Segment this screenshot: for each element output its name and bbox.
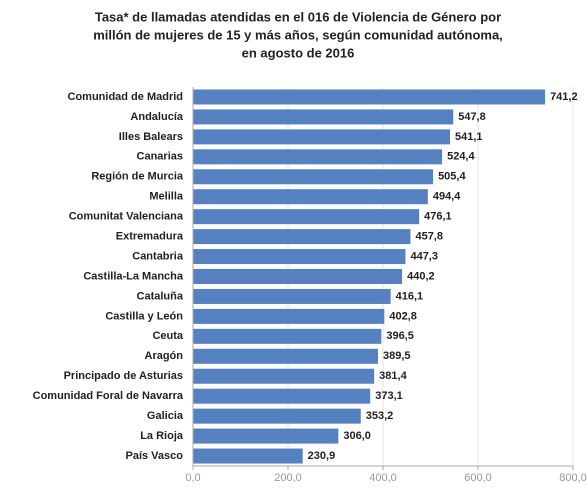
y-tick-label: Región de Murcia: [91, 171, 184, 183]
bar: [193, 129, 451, 145]
bar: [193, 149, 443, 165]
bar: [193, 229, 411, 245]
bar: [193, 209, 420, 225]
y-tick-label: Ceuta: [152, 330, 183, 342]
bar: [193, 328, 382, 344]
y-tick-label: Cantabria: [132, 250, 184, 262]
y-tick-label: País Vasco: [126, 450, 184, 462]
bar: [193, 109, 454, 125]
value-label: 524,4: [447, 151, 475, 163]
y-tick-label: Cataluña: [137, 290, 184, 302]
value-label: 230,9: [308, 450, 336, 462]
value-label: 505,4: [438, 171, 466, 183]
value-label: 306,0: [343, 430, 371, 442]
bar: [193, 169, 434, 185]
value-label: 353,2: [366, 410, 394, 422]
y-tick-label: Castilla y León: [105, 310, 183, 322]
value-label: 389,5: [383, 350, 411, 362]
value-label: 457,8: [415, 231, 443, 243]
y-tick-label: Aragón: [145, 350, 184, 362]
y-tick-label: Andalucía: [130, 111, 183, 123]
x-tick-label: 800,0: [559, 472, 587, 484]
value-label: 494,4: [433, 191, 461, 203]
bar: [193, 89, 546, 105]
value-label: 447,3: [410, 250, 438, 262]
bar: [193, 269, 403, 284]
y-tick-label: Comunitat Valenciana: [69, 211, 184, 223]
y-tick-label: Galicia: [147, 410, 184, 422]
x-tick-label: 400,0: [369, 472, 397, 484]
y-tick-label: Castilla-La Mancha: [83, 270, 184, 282]
value-label: 547,8: [458, 111, 486, 123]
y-tick-label: Comunidad de Madrid: [68, 91, 184, 103]
value-label: 741,2: [550, 91, 578, 103]
y-tick-label: Canarias: [137, 151, 183, 163]
bar: [193, 428, 339, 444]
x-tick-label: 0,0: [185, 472, 200, 484]
y-tick-label: Extremadura: [116, 231, 184, 243]
x-tick-label: 600,0: [464, 472, 492, 484]
value-label: 416,1: [396, 290, 424, 302]
chart-title: millón de mujeres de 15 y más años, segú…: [93, 27, 503, 42]
value-label: 476,1: [424, 211, 452, 223]
bar: [193, 448, 303, 464]
value-label: 402,8: [389, 310, 417, 322]
value-label: 541,1: [455, 131, 483, 143]
bar: [193, 308, 385, 324]
x-tick-label: 200,0: [274, 472, 302, 484]
chart-title: en agosto de 2016: [242, 45, 355, 60]
bar: [193, 249, 406, 265]
bar: [193, 189, 428, 205]
y-tick-label: Melilla: [149, 191, 184, 203]
value-label: 373,1: [375, 390, 403, 402]
value-label: 440,2: [407, 270, 435, 282]
bar: [193, 408, 361, 424]
value-label: 396,5: [386, 330, 414, 342]
y-tick-label: Comunidad Foral de Navarra: [33, 390, 184, 402]
y-tick-label: Principado de Asturias: [64, 370, 183, 382]
y-tick-label: La Rioja: [140, 430, 184, 442]
bar: [193, 388, 371, 404]
y-tick-label: Illes Balears: [119, 131, 183, 143]
chart-title: Tasa* de llamadas atendidas en el 016 de…: [95, 9, 501, 24]
value-label: 381,4: [379, 370, 407, 382]
bar: [193, 288, 391, 304]
bar: [193, 348, 379, 364]
bar: [193, 368, 375, 384]
